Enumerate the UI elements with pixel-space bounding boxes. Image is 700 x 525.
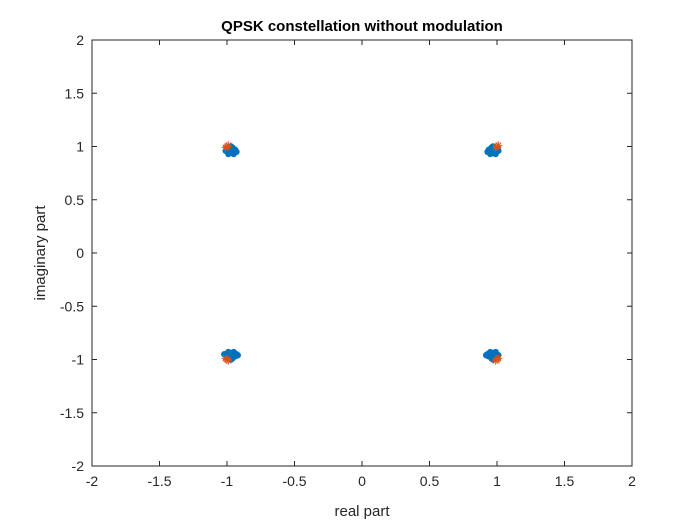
plot-area	[91, 39, 633, 467]
x-tick-label: -0.5	[282, 473, 306, 489]
data-point	[234, 352, 241, 359]
x-tick-label: -1	[221, 473, 234, 489]
y-tick-label: 0.5	[65, 192, 85, 208]
series-1	[221, 141, 503, 365]
y-tick-label: 2	[76, 32, 84, 48]
x-tick-label: 0.5	[420, 473, 440, 489]
data-point	[227, 149, 235, 157]
x-tick-label: -1.5	[147, 473, 171, 489]
data-point-star	[221, 354, 230, 363]
chart-title: QPSK constellation without modulation	[221, 18, 503, 35]
x-tick-label: 2	[628, 473, 636, 489]
y-tick-label: -2	[72, 458, 85, 474]
data-point-star	[491, 143, 500, 152]
data-point	[227, 349, 235, 357]
data-series-layer	[221, 141, 503, 365]
x-axis-label: real part	[334, 503, 390, 520]
data-point-star	[491, 356, 500, 365]
y-tick-label: 0	[76, 245, 84, 261]
y-tick-label: -1.5	[60, 405, 84, 421]
x-tick-label: 0	[358, 473, 366, 489]
y-tick-label: 1.5	[65, 85, 85, 101]
x-tick-label: -2	[86, 473, 99, 489]
y-tick-label: -1	[72, 352, 85, 368]
data-point	[489, 349, 497, 357]
x-tick-label: 1.5	[555, 473, 575, 489]
data-point	[489, 149, 497, 157]
y-axis-label: imaginary part	[32, 205, 49, 301]
y-tick-label: -0.5	[60, 298, 84, 314]
axis-ticks-layer: -2 -1.5 -1 -0.5 0 0.5 1 1.5 2 -2 -1.5 -1 -0.5 0 0.5 1 1.…	[60, 32, 636, 489]
x-tick-label: 1	[493, 473, 501, 489]
y-tick-label: 1	[76, 139, 84, 155]
data-point-star	[221, 143, 230, 152]
data-point	[483, 352, 490, 359]
